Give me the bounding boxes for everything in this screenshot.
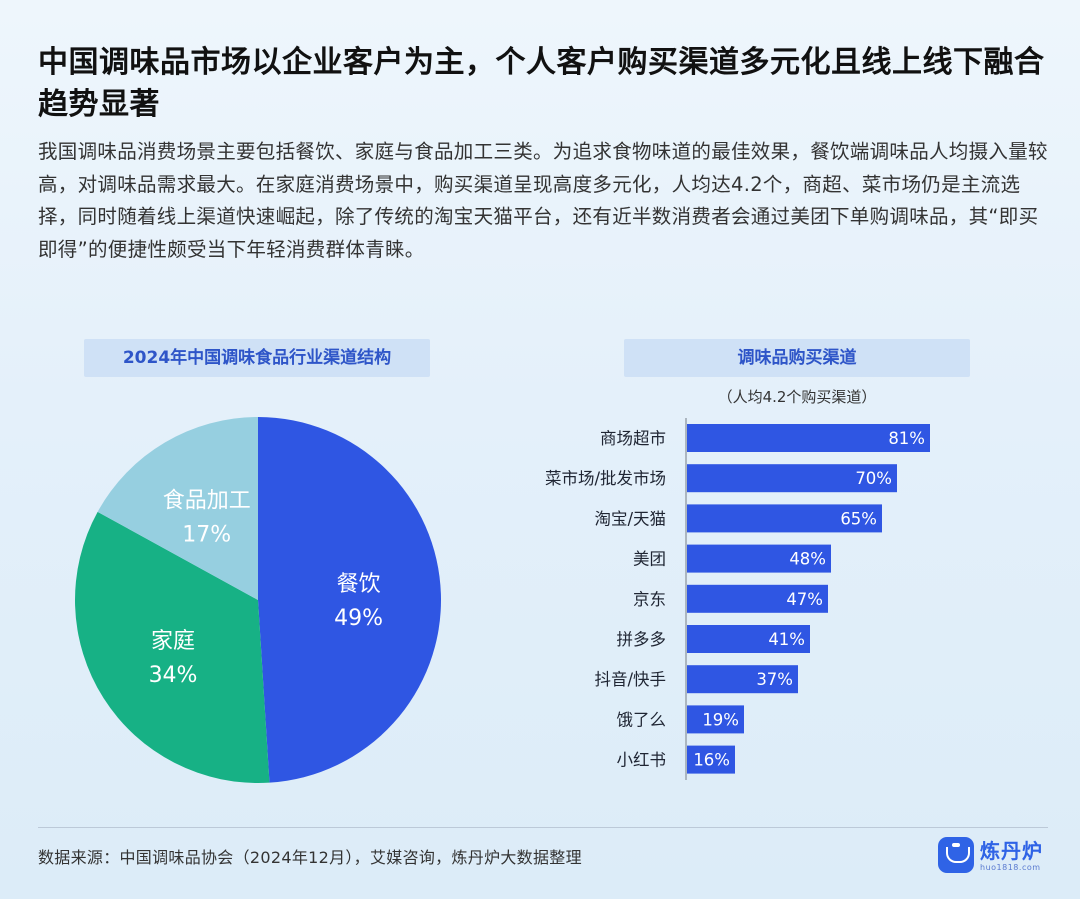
bar-category-label-3: 美团: [633, 550, 666, 569]
bar-category-label-1: 菜市场/批发市场: [545, 469, 666, 488]
bar-chart-subtitle: （人均4.2个购买渠道）: [717, 388, 877, 406]
bar-7: [687, 705, 744, 734]
intro-paragraph: 我国调味品消费场景主要包括餐饮、家庭与食品加工三类。为追求食物味道的最佳效果，餐…: [38, 140, 1048, 261]
pie-value-label-0: 49%: [334, 606, 383, 631]
pie-label-0: 餐饮: [337, 572, 381, 597]
pie-slice-0: [258, 417, 441, 783]
bar-value-label-6: 37%: [756, 670, 793, 689]
bar-value-label-2: 65%: [840, 509, 877, 528]
bar-3: [687, 544, 831, 573]
pie-value-label-1: 34%: [149, 663, 198, 688]
bar-value-label-0: 81%: [888, 429, 925, 448]
bar-chart-title: 调味品购买渠道: [624, 339, 970, 377]
pie-value-label-2: 17%: [182, 522, 231, 547]
bar-value-label-8: 16%: [693, 751, 730, 770]
bar-0: [687, 424, 930, 452]
bar-category-label-5: 拼多多: [617, 630, 667, 649]
logo-text: 炼丹炉: [980, 839, 1043, 863]
bar-category-label-4: 京东: [633, 590, 666, 609]
pie-chart: 餐饮 49% 家庭 34% 食品加工 17%: [75, 417, 441, 783]
footer-divider: [38, 827, 1048, 828]
bar-chart: 商场超市 81% 菜市场/批发市场 70% 淘宝/天猫 65% 美团 48% 京东 47% 拼多多 4…: [545, 418, 930, 780]
page-title: 中国调味品市场以企业客户为主，个人客户购买渠道多元化且线上线下融合趋势显著: [38, 45, 1045, 122]
logo-url: huo1818.com: [980, 863, 1041, 872]
bar-value-label-7: 19%: [702, 710, 739, 729]
bar-4: [687, 584, 828, 613]
brand-logo: 炼丹炉 huo1818.com: [938, 835, 1050, 879]
bar-category-label-2: 淘宝/天猫: [594, 509, 666, 528]
bar-category-label-7: 饿了么: [617, 710, 667, 729]
pie-slice-1: [75, 511, 270, 783]
pie-label-1: 家庭: [151, 629, 195, 654]
bar-6: [687, 665, 798, 694]
bar-1: [687, 464, 897, 493]
bar-value-label-1: 70%: [855, 469, 892, 488]
data-source: 数据来源：中国调味品协会（2024年12月），艾媒咨询，炼丹炉大数据整理: [38, 848, 582, 867]
bar-2: [687, 504, 882, 533]
pie-label-2: 食品加工: [163, 488, 251, 513]
bar-8: [687, 745, 735, 774]
bar-5: [687, 625, 810, 653]
pie-chart-title: 2024年中国调味食品行业渠道结构: [84, 339, 430, 377]
bar-value-label-5: 41%: [768, 630, 805, 649]
bar-category-label-8: 小红书: [617, 751, 667, 770]
bar-value-label-3: 48%: [789, 550, 826, 569]
bar-value-label-4: 47%: [786, 590, 823, 609]
bar-category-label-6: 抖音/快手: [594, 670, 666, 689]
bar-category-label-0: 商场超市: [600, 429, 666, 448]
furnace-icon: [938, 837, 974, 873]
pie-slice-2: [97, 417, 258, 600]
